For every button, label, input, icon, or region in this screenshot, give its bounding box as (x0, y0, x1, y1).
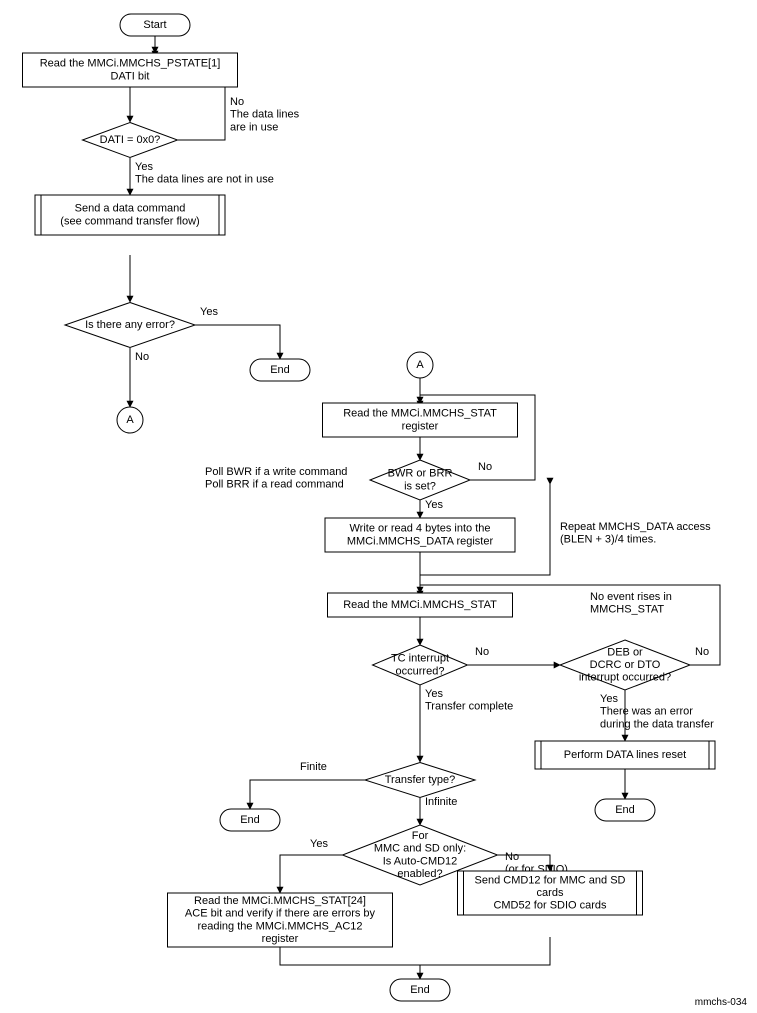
label-connA1: A (126, 414, 134, 426)
edge-label-bwrQ-readStat1: No (478, 461, 492, 473)
edge-label-datiQ-readPstate: NoThe data linesare in use (230, 96, 300, 133)
label-start: Start (143, 19, 166, 31)
label-end2: End (615, 804, 635, 816)
edge-readAce-end4 (280, 947, 420, 979)
edge-label-tcQ-transferQ: YesTransfer complete (425, 688, 513, 713)
edge-autoQ-readAce (280, 855, 343, 893)
label-anyError: Is there any error? (85, 319, 175, 331)
edge-label-bwrQ-rw4: Yes (425, 499, 443, 511)
label-end1: End (270, 364, 290, 376)
edge-label-transferQ-autoQ: Infinite (425, 796, 457, 808)
label-sendData: Send a data command(see command transfer… (60, 203, 199, 228)
edge-header-debQ-readStat2: No event rises inMMCHS_STAT (590, 591, 672, 616)
edge-transferQ-end3 (250, 780, 365, 809)
edge-label-autoQ-readAce: Yes (310, 838, 328, 850)
label-datiQ: DATI = 0x0? (100, 134, 161, 146)
edge-label-transferQ-end3: Finite (300, 761, 327, 773)
edge-label-note-: Poll BWR if a write commandPoll BRR if a… (205, 466, 347, 491)
figure-id: mmchs-034 (695, 997, 748, 1008)
label-debQ: DEB orDCRC or DTOinterrupt occurred? (579, 646, 671, 683)
edge-sendCmd12-end4 (420, 937, 550, 965)
edge-label-tcQ-debQ: No (475, 646, 489, 658)
edge-label-debQ-dataReset: YesThere was an errorduring the data tra… (600, 693, 714, 730)
edge-label-anyError-end1: Yes (200, 306, 218, 318)
label-end4: End (410, 984, 430, 996)
label-transferQ: Transfer type? (385, 774, 456, 786)
edge-label-datiQ-sendData: YesThe data lines are not in use (135, 161, 274, 186)
edge-anyError-end1 (195, 325, 280, 359)
label-end3: End (240, 814, 260, 826)
label-readStat2: Read the MMCi.MMCHS_STAT (343, 599, 497, 611)
edge-label-rw4-readStat2: Repeat MMCHS_DATA access(BLEN + 3)/4 tim… (560, 521, 711, 546)
edge-label-anyError-connA1: No (135, 351, 149, 363)
flowchart-canvas: YesThe data lines are not in use NoThe da… (0, 0, 757, 1013)
label-tcQ: TC interruptoccurred? (391, 653, 449, 678)
label-connA2: A (416, 359, 424, 371)
label-dataReset: Perform DATA lines reset (564, 749, 686, 761)
edge-label-debQ-readStat2: No (695, 646, 709, 658)
label-rw4: Write or read 4 bytes into theMMCi.MMCHS… (347, 523, 494, 548)
